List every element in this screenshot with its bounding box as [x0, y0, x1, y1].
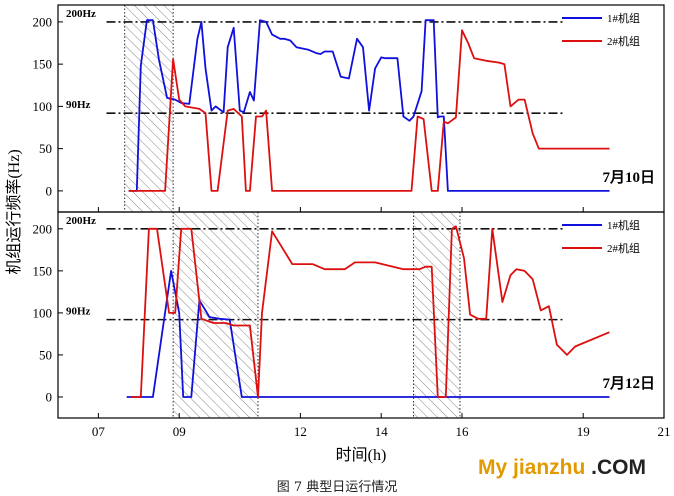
x-tick-label: 12: [294, 424, 307, 439]
legend-label: 2#机组: [607, 241, 640, 255]
shaded-range: [173, 212, 258, 418]
legend-label: 1#机组: [607, 11, 640, 25]
y-tick-label: 200: [33, 221, 53, 236]
reference-line-label: 90Hz: [66, 99, 91, 111]
panel-1: 200Hz 90Hz 0 50 100 150 200 1#机组 2#机组 7月10日: [33, 4, 665, 213]
y-axis-label: 机组运行频率(Hz): [5, 149, 23, 274]
x-tick-label: 16: [456, 424, 470, 439]
x-tick-label: 21: [658, 424, 671, 439]
legend-label: 2#机组: [607, 34, 640, 48]
x-tick-label: 09: [173, 424, 186, 439]
reference-line-label: 200Hz: [66, 8, 96, 20]
panel-2: 200Hz 90Hz 0 50 100 150 200 1#机组 2#机组 7月12日: [33, 211, 665, 419]
x-tick-label: 07: [92, 424, 106, 439]
series-line-2: [128, 29, 610, 192]
y-tick-label: 0: [46, 389, 53, 404]
y-tick-label: 50: [39, 141, 52, 156]
y-tick-label: 100: [33, 305, 53, 320]
watermark-part1: My jianzhu: [478, 456, 586, 479]
y-tick-label: 150: [33, 263, 53, 278]
date-label: 7月12日: [602, 375, 655, 392]
series-line-2: [130, 225, 610, 398]
x-tick-label: 14: [375, 424, 389, 439]
watermark-part2: .COM: [585, 456, 647, 479]
figure-caption: 图 7 典型日运行情况: [276, 480, 398, 495]
watermark: My jianzhu .COM: [478, 456, 646, 480]
y-tick-label: 150: [33, 57, 53, 72]
x-tick-label: 19: [577, 424, 590, 439]
date-label: 7月10日: [602, 169, 655, 186]
y-tick-label: 50: [39, 347, 52, 362]
y-tick-label: 100: [33, 99, 53, 114]
reference-line-label: 90Hz: [66, 306, 91, 318]
y-tick-label: 0: [46, 183, 53, 198]
reference-line-label: 200Hz: [66, 215, 96, 227]
plot-frame: [57, 211, 665, 419]
y-tick-label: 200: [33, 14, 53, 29]
series-line-1: [126, 269, 610, 398]
legend-label: 1#机组: [607, 218, 640, 232]
x-axis-label: 时间(h): [336, 446, 387, 464]
series-line-1: [128, 19, 610, 192]
